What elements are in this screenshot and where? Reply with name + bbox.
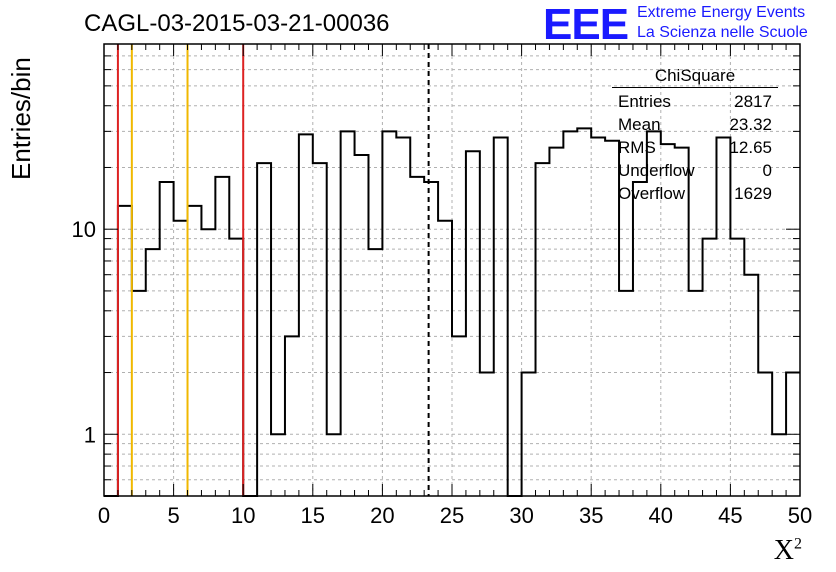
histogram-bin xyxy=(438,221,452,496)
x-tick-label: 20 xyxy=(370,503,394,528)
x-tick-label: 50 xyxy=(788,503,812,528)
histogram-bin xyxy=(313,163,327,496)
histogram-bin xyxy=(577,128,591,496)
y-tick-label: 10 xyxy=(72,217,96,242)
stats-row-entries: Entries 2817 xyxy=(618,92,772,111)
x-tick-label: 25 xyxy=(440,503,464,528)
histogram-bin xyxy=(396,137,410,496)
histogram-bin xyxy=(689,291,703,496)
y-tick-label: 1 xyxy=(84,422,96,447)
histogram-bin xyxy=(341,131,355,496)
histogram-bin xyxy=(215,177,229,496)
stats-box: ChiSquare Entries 2817 Mean 23.32 RMS 12.65… xyxy=(612,66,778,205)
y-axis-label: Entries/bin xyxy=(6,57,36,180)
logo-line-2: La Scienza nelle Scuole xyxy=(637,24,808,41)
histogram-bin xyxy=(201,229,215,496)
x-tick-label: 35 xyxy=(579,503,603,528)
stats-row-underflow: Underflow 0 xyxy=(618,161,772,180)
stats-row-overflow: Overflow 1629 xyxy=(618,184,772,203)
histogram-bin xyxy=(132,291,146,496)
histogram-bin xyxy=(730,239,744,496)
histogram-bin xyxy=(703,239,717,496)
x-axis-label: X2 xyxy=(773,535,802,566)
x-tick-label: 30 xyxy=(509,503,533,528)
histogram-bin xyxy=(285,336,299,496)
histogram-bin xyxy=(536,163,550,496)
x-tick-label: 45 xyxy=(718,503,742,528)
histogram-bin xyxy=(522,373,536,496)
x-tick-label: 5 xyxy=(167,503,179,528)
stats-title: ChiSquare xyxy=(612,66,778,88)
histogram-bin xyxy=(382,131,396,496)
histogram-bin xyxy=(466,151,480,496)
histogram-bin xyxy=(494,137,508,496)
x-tick-label: 40 xyxy=(649,503,673,528)
histogram-bin xyxy=(563,131,577,496)
stats-row-rms: RMS 12.65 xyxy=(618,138,772,157)
histogram-bin xyxy=(591,137,605,496)
histogram-bin xyxy=(229,239,243,496)
histogram-bin xyxy=(174,221,188,496)
logo-line-1: Extreme Energy Events xyxy=(637,4,806,21)
logo-mark: EEE xyxy=(543,0,629,49)
x-tick-label: 15 xyxy=(301,503,325,528)
stats-row-mean: Mean 23.32 xyxy=(618,115,772,134)
x-tick-label: 10 xyxy=(231,503,255,528)
histogram-bin xyxy=(480,373,494,496)
histogram-bin xyxy=(355,155,369,496)
histogram-bin xyxy=(299,134,313,496)
histogram-bin xyxy=(452,336,466,496)
x-tick-label: 0 xyxy=(98,503,110,528)
histogram-outline xyxy=(104,127,800,497)
histogram-bin xyxy=(257,163,271,496)
histogram-bin xyxy=(619,291,633,496)
histogram-bin xyxy=(744,275,758,496)
chart-title: CAGL-03-2015-03-21-00036 xyxy=(84,10,390,37)
